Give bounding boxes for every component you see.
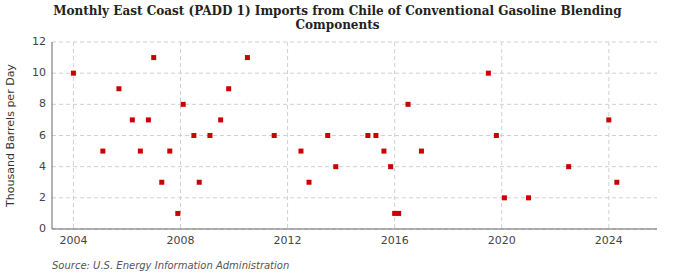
grid	[52, 42, 657, 229]
point	[306, 180, 311, 185]
point	[333, 164, 338, 169]
point	[502, 195, 507, 200]
point	[146, 117, 151, 122]
point	[175, 211, 180, 216]
y-tick-label: 12	[32, 35, 46, 48]
point	[191, 133, 196, 138]
point	[245, 55, 250, 60]
x-grid-line	[501, 42, 502, 229]
x-tick-label: 2020	[488, 234, 516, 247]
y-axis-label: Thousand Barrels per Day	[4, 64, 17, 208]
points	[71, 55, 619, 216]
source-note: Source: U.S. Energy Information Administ…	[52, 260, 289, 271]
point	[167, 149, 172, 154]
point	[116, 86, 121, 91]
point	[138, 149, 143, 154]
x-grid-line	[608, 42, 609, 229]
x-tick-label: 2004	[59, 234, 87, 247]
point	[181, 102, 186, 107]
point	[419, 149, 424, 154]
chart: Monthly East Coast (PADD 1) Imports from…	[0, 0, 675, 275]
point	[218, 117, 223, 122]
x-tick-label: 2024	[595, 234, 623, 247]
point	[396, 211, 401, 216]
point	[130, 117, 135, 122]
point	[614, 180, 619, 185]
point	[365, 133, 370, 138]
point	[373, 133, 378, 138]
point	[272, 133, 277, 138]
y-grid-line	[52, 197, 657, 198]
point	[494, 133, 499, 138]
point	[151, 55, 156, 60]
point	[406, 102, 411, 107]
point	[325, 133, 330, 138]
y-axis-line	[52, 42, 53, 229]
y-tick-label: 8	[39, 97, 46, 110]
x-grid-line	[180, 42, 181, 229]
y-tick-label: 2	[39, 191, 46, 204]
x-axis-line	[52, 229, 657, 230]
y-grid-line	[52, 73, 657, 74]
y-tick-label: 0	[39, 222, 46, 235]
title: Monthly East Coast (PADD 1) Imports from…	[53, 4, 622, 32]
y-tick-label: 4	[39, 160, 46, 173]
x-tick-label: 2008	[166, 234, 194, 247]
x-grid-line	[73, 42, 74, 229]
point	[486, 71, 491, 76]
y-grid-line	[52, 135, 657, 136]
y-tick-label: 10	[32, 66, 46, 79]
point	[298, 149, 303, 154]
x-grid-line	[287, 42, 288, 229]
point	[100, 149, 105, 154]
x-grid-line	[394, 42, 395, 229]
point	[388, 164, 393, 169]
point	[566, 164, 571, 169]
x-tick-label: 2012	[274, 234, 302, 247]
title-line: Components	[295, 18, 379, 32]
point	[606, 117, 611, 122]
point	[159, 180, 164, 185]
point	[71, 71, 76, 76]
y-tick-label: 6	[39, 129, 46, 142]
point	[226, 86, 231, 91]
point	[381, 149, 386, 154]
point	[526, 195, 531, 200]
y-grid-line	[52, 104, 657, 105]
point	[207, 133, 212, 138]
point	[197, 180, 202, 185]
x-tick-label: 2016	[381, 234, 409, 247]
title-line: Monthly East Coast (PADD 1) Imports from…	[53, 4, 622, 18]
y-grid-line	[52, 42, 657, 43]
y-grid-line	[52, 229, 657, 230]
